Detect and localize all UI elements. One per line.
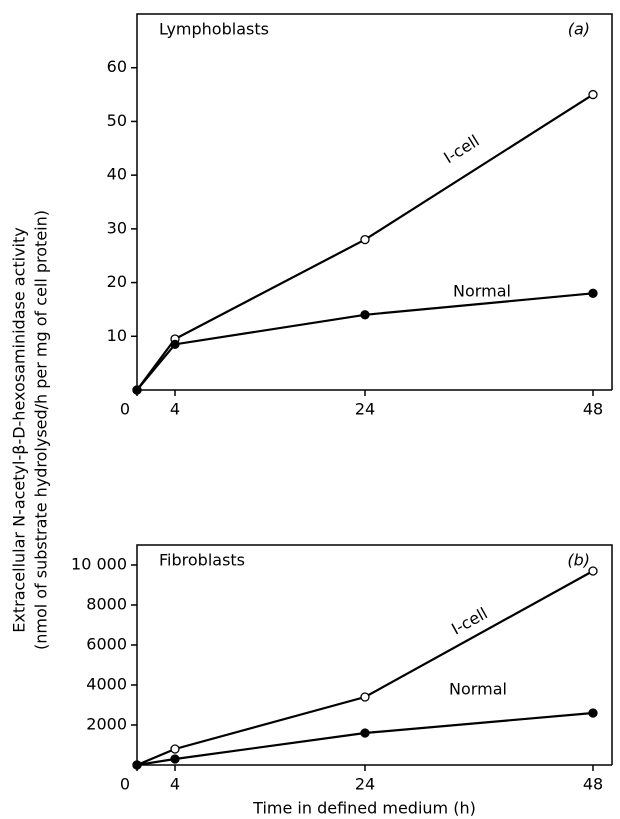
y-tick-label: 20: [107, 272, 127, 291]
data-point: [360, 692, 370, 702]
series-line: [136, 711, 594, 767]
series-label: I-cell: [440, 131, 482, 167]
x-tick-label: 4: [170, 775, 180, 794]
data-point: [588, 89, 598, 100]
y-tick-label: 4000: [86, 675, 127, 694]
data-point: [360, 728, 370, 738]
data-point: [360, 234, 370, 245]
data-point: [170, 744, 180, 754]
y-axis-label: Extracellular N-acetyl-β-D-hexosaminidas…: [10, 227, 29, 632]
data-point: [588, 708, 598, 718]
x-tick-label: 24: [355, 400, 375, 419]
data-point: [360, 310, 370, 320]
y-tick-label: 10 000: [71, 555, 127, 574]
frame: [136, 13, 613, 391]
data-point: [588, 288, 598, 298]
panel-title: Lymphoblasts: [159, 20, 269, 39]
x-tick-label: 48: [583, 775, 603, 794]
x-axis-label: Time in defined medium (h): [252, 799, 476, 818]
y-tick-label: 10: [107, 326, 127, 345]
series-line: [136, 292, 594, 391]
y-tick-label: 6000: [86, 635, 127, 654]
x-tick-label: 0: [120, 775, 130, 794]
panel-label: (a): [568, 20, 590, 39]
y-tick-label: 30: [107, 218, 127, 237]
y-tick-label: 60: [107, 57, 127, 76]
data-point: [170, 754, 180, 764]
x-tick-label: 0: [120, 400, 130, 419]
series-line: [136, 93, 594, 391]
panel-label: (b): [567, 551, 590, 570]
y-axis-label: (nmol of substrate hydrolysed/h per mg o…: [32, 210, 51, 650]
series-label: Normal: [453, 282, 511, 301]
x-tick-label: 24: [355, 775, 375, 794]
x-tick-label: 48: [583, 400, 603, 419]
y-tick-label: 50: [107, 111, 127, 130]
y-tick-label: 2000: [86, 715, 127, 734]
y-tick-label: 40: [107, 165, 127, 184]
series-label: Normal: [449, 680, 507, 699]
data-point: [170, 339, 180, 349]
panel-title: Fibroblasts: [159, 551, 245, 570]
data-point: [132, 760, 142, 770]
frame: [136, 544, 613, 766]
series-label: I-cell: [448, 604, 490, 639]
series-line: [136, 570, 594, 767]
x-tick-label: 4: [170, 400, 180, 419]
y-tick-label: 8000: [86, 595, 127, 614]
data-point: [588, 566, 598, 576]
data-point: [132, 385, 142, 395]
